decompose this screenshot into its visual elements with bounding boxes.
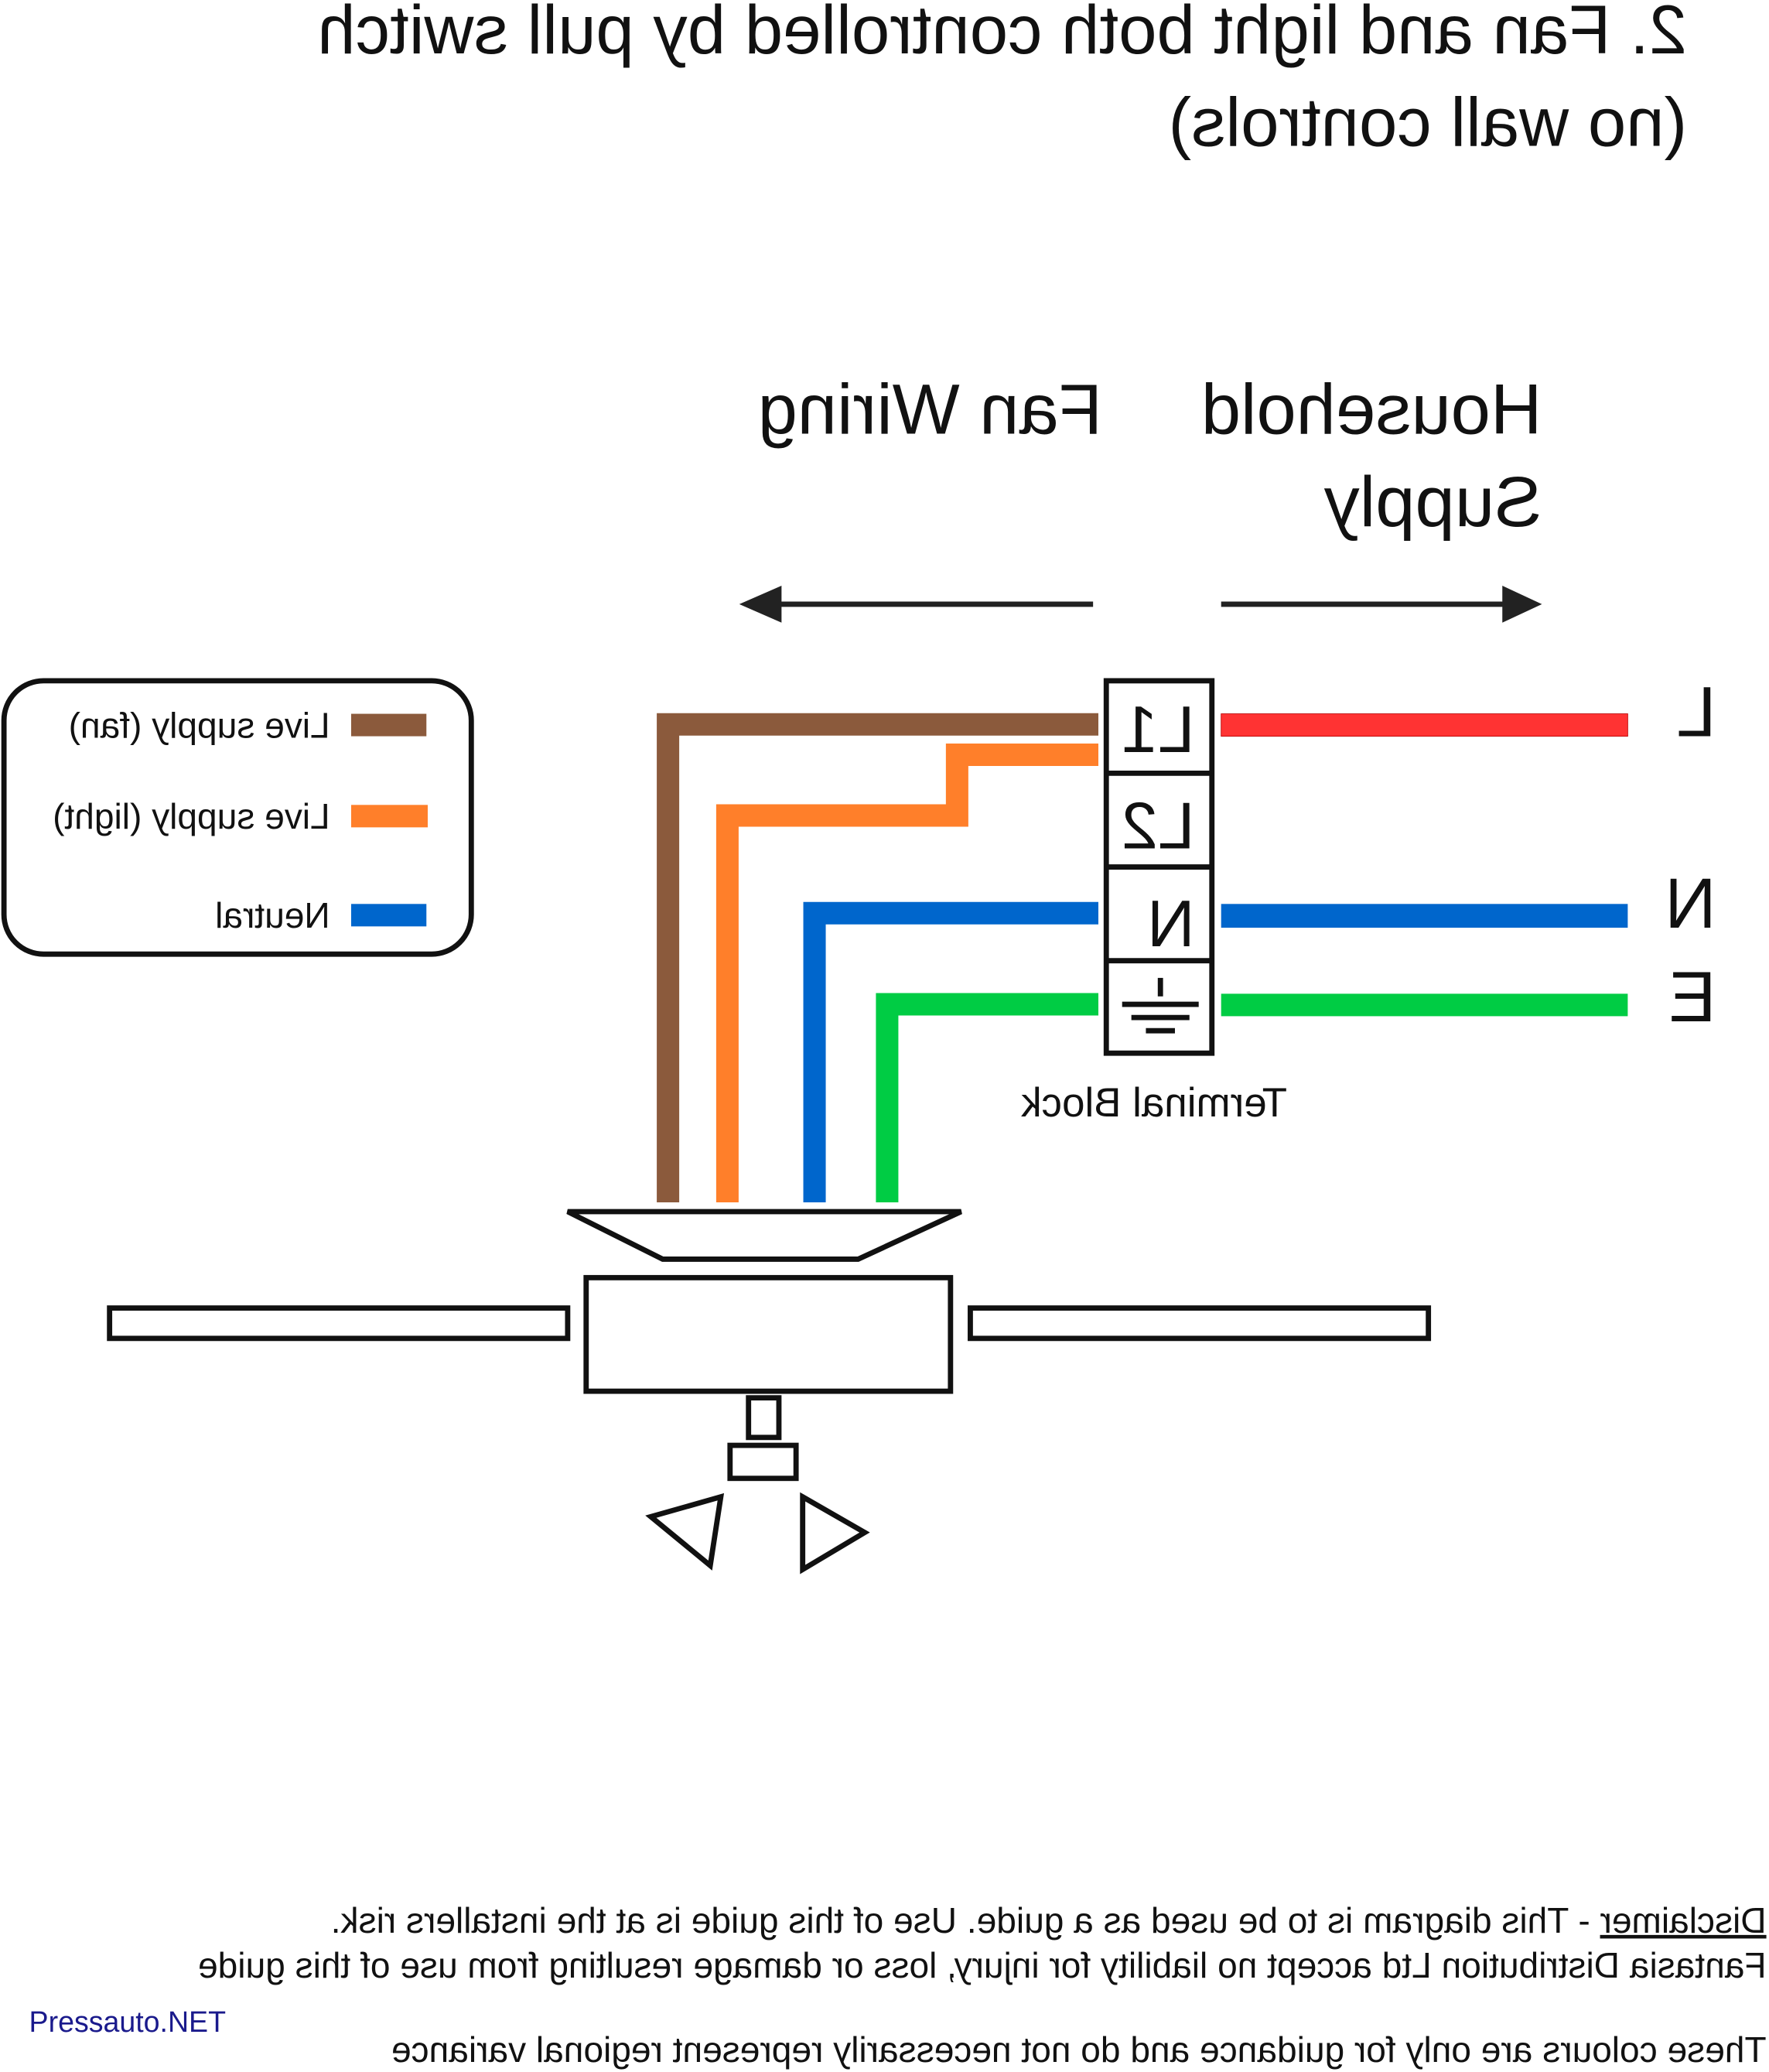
arrow-right-icon [1221, 586, 1542, 623]
wire-light-live [715, 743, 1098, 1203]
wire-fan-live [657, 713, 1098, 1203]
legend-swatch-neutral [350, 904, 427, 927]
legend-label-fan: Live supply (fan) [69, 705, 330, 745]
terminal-l2: L2 [1122, 790, 1195, 863]
wire-earth-fan [876, 993, 1098, 1203]
fan-wiring-label: Fan Wiring [758, 370, 1103, 450]
title-line1: 2. Fan and light both controlled by pull… [317, 0, 1687, 68]
wire-supply-neutral [1221, 904, 1628, 928]
household-supply-label: Household [1201, 370, 1542, 450]
terminal-l1: L1 [1122, 693, 1195, 767]
disclaimer-heading: Disclaimer [1600, 1900, 1767, 1940]
wire-neutral-fan [803, 901, 1098, 1203]
legend-swatch-fan [350, 713, 427, 737]
wire-supply-earth [1221, 993, 1628, 1017]
terminal-n: N [1147, 887, 1195, 961]
disclaimer-line1: Disclaimer - This diagram is to be used … [331, 1900, 1767, 1940]
disclaimer-text: - This diagram is to be used as a guide.… [331, 1900, 1600, 1940]
terminal-block-label: Terminal Block [1021, 1080, 1287, 1126]
supply-label-live: L [1676, 672, 1716, 752]
supply-label-neutral: N [1665, 863, 1716, 943]
wire-supply-live [1221, 713, 1628, 737]
household-supply-label-2: Supply [1324, 462, 1542, 542]
arrow-left-icon [739, 586, 1094, 623]
supply-label-earth: E [1668, 957, 1716, 1037]
title-line2: (no wall controls) [1169, 84, 1688, 161]
legend-label-light: Live supply (light) [53, 796, 330, 836]
watermark-logo: Pressauto.NET [29, 2005, 227, 2038]
disclaimer-line2: Fantasia Distribution Ltd accept no liab… [198, 1945, 1767, 1985]
legend-label-neutral: Neutral [215, 895, 330, 935]
disclaimer-line3: These colours are only for guidance and … [391, 2029, 1767, 2070]
ceiling-fan-icon [107, 1209, 1432, 1575]
legend-swatch-light [350, 805, 428, 828]
earth-ground-icon [1122, 977, 1199, 1034]
legend: Live supply (fan) Live supply (light) Ne… [1, 678, 474, 957]
terminal-block: L1 L2 N [1103, 678, 1215, 1056]
